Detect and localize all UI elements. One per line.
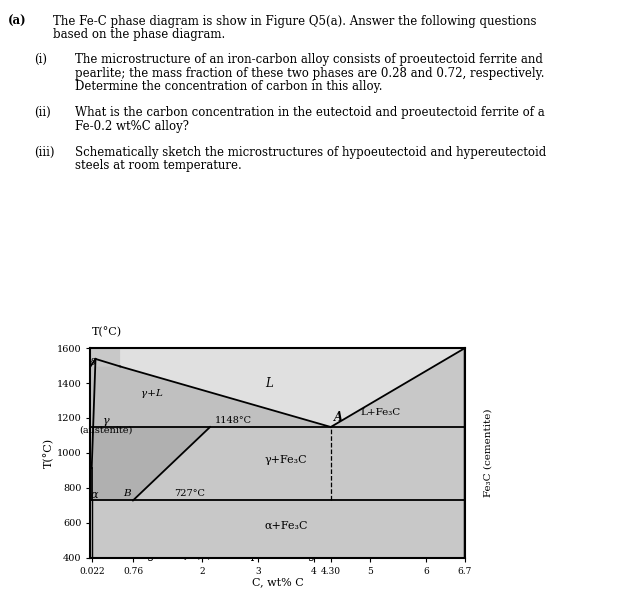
Text: based on the phase diagram.: based on the phase diagram. — [53, 28, 225, 41]
Text: (ii): (ii) — [34, 106, 51, 119]
Text: (austenite): (austenite) — [79, 425, 133, 435]
Text: pearlite; the mass fraction of these two phases are 0.28 and 0.72, respectively.: pearlite; the mass fraction of these two… — [75, 67, 544, 80]
Text: The microstructure of an iron-carbon alloy consists of proeutectoid ferrite and: The microstructure of an iron-carbon all… — [75, 53, 543, 66]
Text: What is the carbon concentration in the eutectoid and proeutectoid ferrite of a: What is the carbon concentration in the … — [75, 106, 545, 119]
Text: T(°C): T(°C) — [92, 327, 122, 337]
Text: The Fe-C phase diagram is show in Figure Q5(a). Answer the following questions: The Fe-C phase diagram is show in Figure… — [53, 15, 537, 28]
Polygon shape — [92, 366, 331, 427]
Text: γ+Fe₃C: γ+Fe₃C — [265, 455, 308, 465]
Text: γ: γ — [103, 415, 109, 425]
Polygon shape — [120, 348, 465, 427]
Text: Determine the concentration of carbon in this alloy.: Determine the concentration of carbon in… — [75, 80, 383, 93]
Text: α: α — [90, 490, 98, 500]
Text: (iii): (iii) — [34, 146, 55, 159]
Text: (i): (i) — [34, 53, 47, 66]
Text: 727°C: 727°C — [174, 489, 205, 499]
Text: Schematically sketch the microstructures of hypoeutectoid and hypereutectoid: Schematically sketch the microstructures… — [75, 146, 546, 159]
Text: γ+L: γ+L — [141, 389, 163, 398]
Text: L: L — [265, 376, 273, 389]
Text: A: A — [334, 411, 343, 424]
Polygon shape — [90, 359, 120, 366]
Text: (a): (a) — [8, 15, 27, 28]
Text: L+Fe₃C: L+Fe₃C — [361, 408, 401, 417]
Text: Fe-0.2 wt%C alloy?: Fe-0.2 wt%C alloy? — [75, 120, 189, 133]
X-axis label: C, wt% C: C, wt% C — [252, 577, 303, 587]
Text: α+Fe₃C: α+Fe₃C — [265, 521, 308, 531]
Text: δ: δ — [90, 359, 96, 368]
Text: 1148°C: 1148°C — [215, 416, 251, 425]
Text: Fe₃C (cementite): Fe₃C (cementite) — [484, 408, 492, 497]
Text: Figure Q5(a)  Fe-C phase diagram: Figure Q5(a) Fe-C phase diagram — [135, 548, 339, 560]
Polygon shape — [92, 427, 210, 500]
Text: B: B — [123, 489, 130, 498]
Text: steels at room temperature.: steels at room temperature. — [75, 159, 241, 172]
Y-axis label: T(°C): T(°C) — [43, 438, 54, 468]
